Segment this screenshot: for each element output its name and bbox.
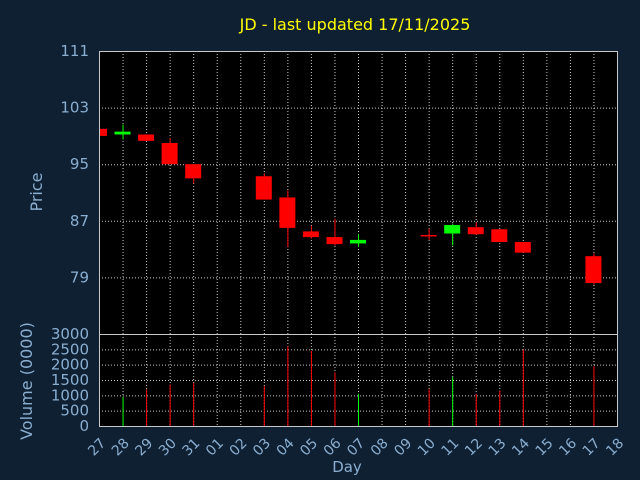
x-tick-label: 17 xyxy=(580,435,604,459)
x-tick-label: 11 xyxy=(439,435,463,459)
x-tick-label: 28 xyxy=(109,435,133,459)
candle-body xyxy=(302,231,319,238)
volume-tick-label: 3000 xyxy=(51,325,89,343)
volume-panel-border xyxy=(99,334,618,427)
candle-body xyxy=(255,176,272,200)
candle-body xyxy=(420,234,437,237)
candle-body xyxy=(99,128,107,136)
price-tick-label: 111 xyxy=(60,42,89,60)
volume-axis-label: Volume (0000) xyxy=(17,322,36,440)
price-panel: 111 103 95 87 79 xyxy=(60,42,618,335)
x-axis: 27 28 29 30 31 01 02 03 04 05 06 07 08 09 10 11 12 13 14 15… xyxy=(85,435,627,459)
x-tick-label: 30 xyxy=(156,435,180,459)
candle-body xyxy=(444,225,461,234)
x-tick-label: 13 xyxy=(486,435,510,459)
x-tick-label: 18 xyxy=(603,435,627,459)
price-axis-label: Price xyxy=(27,172,46,211)
candle-body xyxy=(161,142,178,165)
candle-body xyxy=(326,237,343,245)
price-tick-label: 79 xyxy=(70,268,89,286)
x-tick-label: 31 xyxy=(180,435,204,459)
volume-tick-label: 2500 xyxy=(51,340,89,358)
x-tick-label: 03 xyxy=(250,435,274,459)
volume-tick-label: 500 xyxy=(60,402,89,420)
volume-tick-label: 0 xyxy=(79,417,89,435)
candle-body xyxy=(467,227,484,235)
chart-title: JD - last updated 17/11/2025 xyxy=(239,15,471,34)
volume-tick-label: 2000 xyxy=(51,356,89,374)
candle-body xyxy=(279,197,296,228)
candle-body xyxy=(185,164,202,179)
x-axis-label: Day xyxy=(332,458,362,476)
price-tick-label: 103 xyxy=(60,99,89,117)
x-tick-label: 07 xyxy=(344,435,368,459)
x-tick-label: 02 xyxy=(227,435,251,459)
volume-tick-label: 1500 xyxy=(51,371,89,389)
candle-body xyxy=(114,131,131,135)
x-tick-label: 12 xyxy=(462,435,486,459)
price-tick-label: 95 xyxy=(70,155,89,173)
x-tick-label: 29 xyxy=(132,435,156,459)
x-tick-label: 01 xyxy=(203,435,227,459)
x-tick-label: 10 xyxy=(415,435,439,459)
x-tick-label: 05 xyxy=(297,435,321,459)
volume-tick-label: 1000 xyxy=(51,386,89,404)
candle-body xyxy=(138,134,155,141)
x-tick-label: 16 xyxy=(556,435,580,459)
candle-body xyxy=(514,242,531,253)
candle-body xyxy=(350,239,366,244)
candle-body xyxy=(585,256,602,284)
x-tick-label: 27 xyxy=(85,435,109,459)
x-tick-label: 09 xyxy=(391,435,415,459)
x-tick-label: 06 xyxy=(321,435,345,459)
price-tick-label: 87 xyxy=(70,212,89,230)
x-tick-label: 15 xyxy=(533,435,557,459)
x-tick-label: 14 xyxy=(509,435,533,459)
candle-body xyxy=(491,229,508,243)
x-tick-label: 04 xyxy=(274,435,298,459)
x-tick-label: 08 xyxy=(368,435,392,459)
